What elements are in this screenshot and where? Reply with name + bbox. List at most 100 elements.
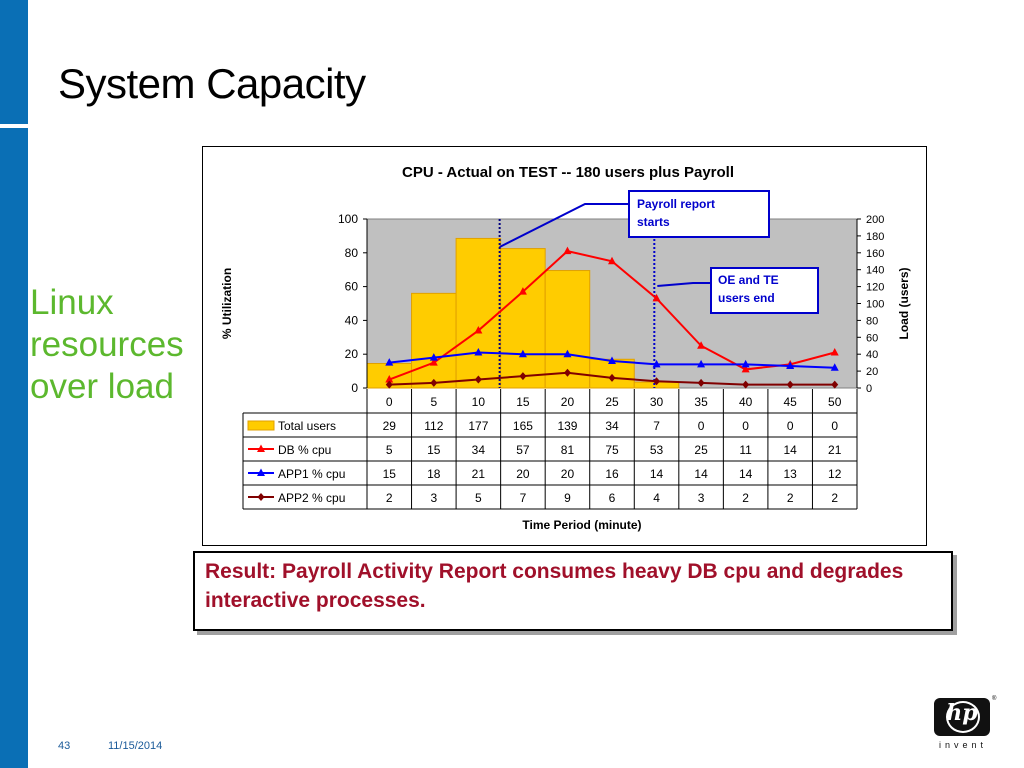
data-label-db-cpu: 25 [694,443,708,457]
data-label-app1-cpu: 14 [650,467,664,481]
side-caption-line: Linux [30,283,114,322]
data-label-app2-cpu: 4 [653,491,660,505]
x-tick-label: 0 [386,395,393,409]
chart-frame: CPU - Actual on TEST -- 180 users plus P… [202,146,927,546]
point-app1-cpu [474,348,483,356]
data-label-app1-cpu: 14 [739,467,753,481]
side-caption-line: over load [30,367,174,406]
point-app2-cpu [519,372,527,381]
annotation-text: OE and TE [718,273,779,287]
data-label-app2-cpu: 7 [520,491,527,505]
point-db-cpu [563,246,572,255]
point-app1-cpu [563,349,572,358]
bar-total-users [589,358,635,389]
point-app2-cpu [563,368,571,377]
data-label-db-cpu: 34 [472,443,486,457]
slide-title: System Capacity [58,60,366,107]
accent-bar-notch [0,124,28,128]
hp-logo: hp ® invent [932,696,996,754]
bar-total-users [411,292,457,389]
point-db-cpu [518,287,527,295]
point-db-cpu [741,364,750,373]
data-label-total-users: 112 [424,419,443,433]
data-label-app2-cpu: 9 [564,491,571,505]
data-label-db-cpu: 5 [386,443,393,457]
legend-marker-app1-cpu [257,468,265,476]
y2-axis-title: Load (users) [897,267,911,339]
left-tick-label: 20 [345,347,359,361]
page-number: 43 [58,740,71,752]
point-db-cpu [474,326,483,334]
data-label-app1-cpu: 15 [383,467,397,481]
left-tick-label: 100 [338,212,358,226]
data-label-db-cpu: 21 [828,443,842,457]
point-app2-cpu [653,377,661,386]
data-label-app2-cpu: 5 [475,491,482,505]
data-label-app1-cpu: 13 [784,467,798,481]
chart-title: CPU - Actual on TEST -- 180 users plus P… [402,164,734,181]
data-label-app1-cpu: 21 [472,467,486,481]
point-app1-cpu [652,359,661,368]
annotation-text: users end [718,291,775,305]
left-tick-label: 60 [345,280,359,294]
hp-logo-ring [946,701,980,733]
data-label-app2-cpu: 3 [698,491,705,505]
right-tick-label: 160 [866,248,884,260]
point-app1-cpu [385,358,394,366]
data-label-db-cpu: 53 [650,443,664,457]
x-tick-label: 15 [516,395,530,409]
legend-key-total-users [247,420,275,431]
right-tick-label: 140 [866,265,884,277]
point-app1-cpu [830,363,839,371]
data-label-app1-cpu: 20 [516,467,530,481]
point-app1-cpu [429,353,438,361]
bar-total-users [544,270,591,389]
y-axis-title: % Utilization [220,268,234,339]
data-label-total-users: 29 [383,419,397,433]
data-label-app2-cpu: 2 [386,491,393,505]
right-tick-label: 60 [866,332,878,344]
x-tick-label: 10 [472,395,486,409]
right-tick-label: 100 [866,299,884,311]
data-label-app1-cpu: 14 [694,467,708,481]
x-tick-label: 35 [694,395,708,409]
point-app1-cpu [786,361,795,370]
right-tick-label: 40 [866,349,878,361]
data-label-app1-cpu: 12 [828,467,842,481]
x-tick-label: 40 [739,395,753,409]
x-tick-label: 45 [784,395,798,409]
bar-total-users [500,248,546,389]
data-label-db-cpu: 15 [427,443,441,457]
data-label-db-cpu: 14 [784,443,798,457]
data-label-app1-cpu: 18 [427,467,441,481]
side-caption-line: resources [30,325,184,364]
point-db-cpu [429,358,438,366]
point-db-cpu [652,293,661,302]
hp-logo-letters: hp [946,700,978,726]
point-app2-cpu [474,375,482,384]
x-tick-label: 5 [430,395,437,409]
point-app2-cpu [697,378,705,387]
point-app2-cpu [385,380,393,389]
point-app1-cpu [608,356,616,364]
point-app2-cpu [831,380,839,389]
x-tick-label: 30 [650,395,664,409]
legend-label-total-users: Total users [278,419,336,433]
hp-logo-box: hp [934,698,990,736]
data-label-total-users: 0 [831,419,838,433]
annotation-leader [499,203,629,248]
point-app1-cpu [697,359,706,368]
data-label-db-cpu: 75 [605,443,619,457]
point-app2-cpu [608,373,616,382]
data-label-total-users: 0 [787,419,794,433]
right-tick-label: 200 [866,214,884,226]
annotation-box [710,267,819,314]
right-tick-label: 80 [866,315,878,327]
annotation-text: Payroll report [637,197,715,211]
data-label-app1-cpu: 20 [561,467,575,481]
data-label-total-users: 177 [468,419,488,433]
legend-label-app2-cpu: APP2 % cpu [278,491,345,505]
legend-label-app1-cpu: APP1 % cpu [278,467,345,481]
data-label-db-cpu: 11 [739,443,752,457]
legend-label-db-cpu: DB % cpu [278,443,331,457]
